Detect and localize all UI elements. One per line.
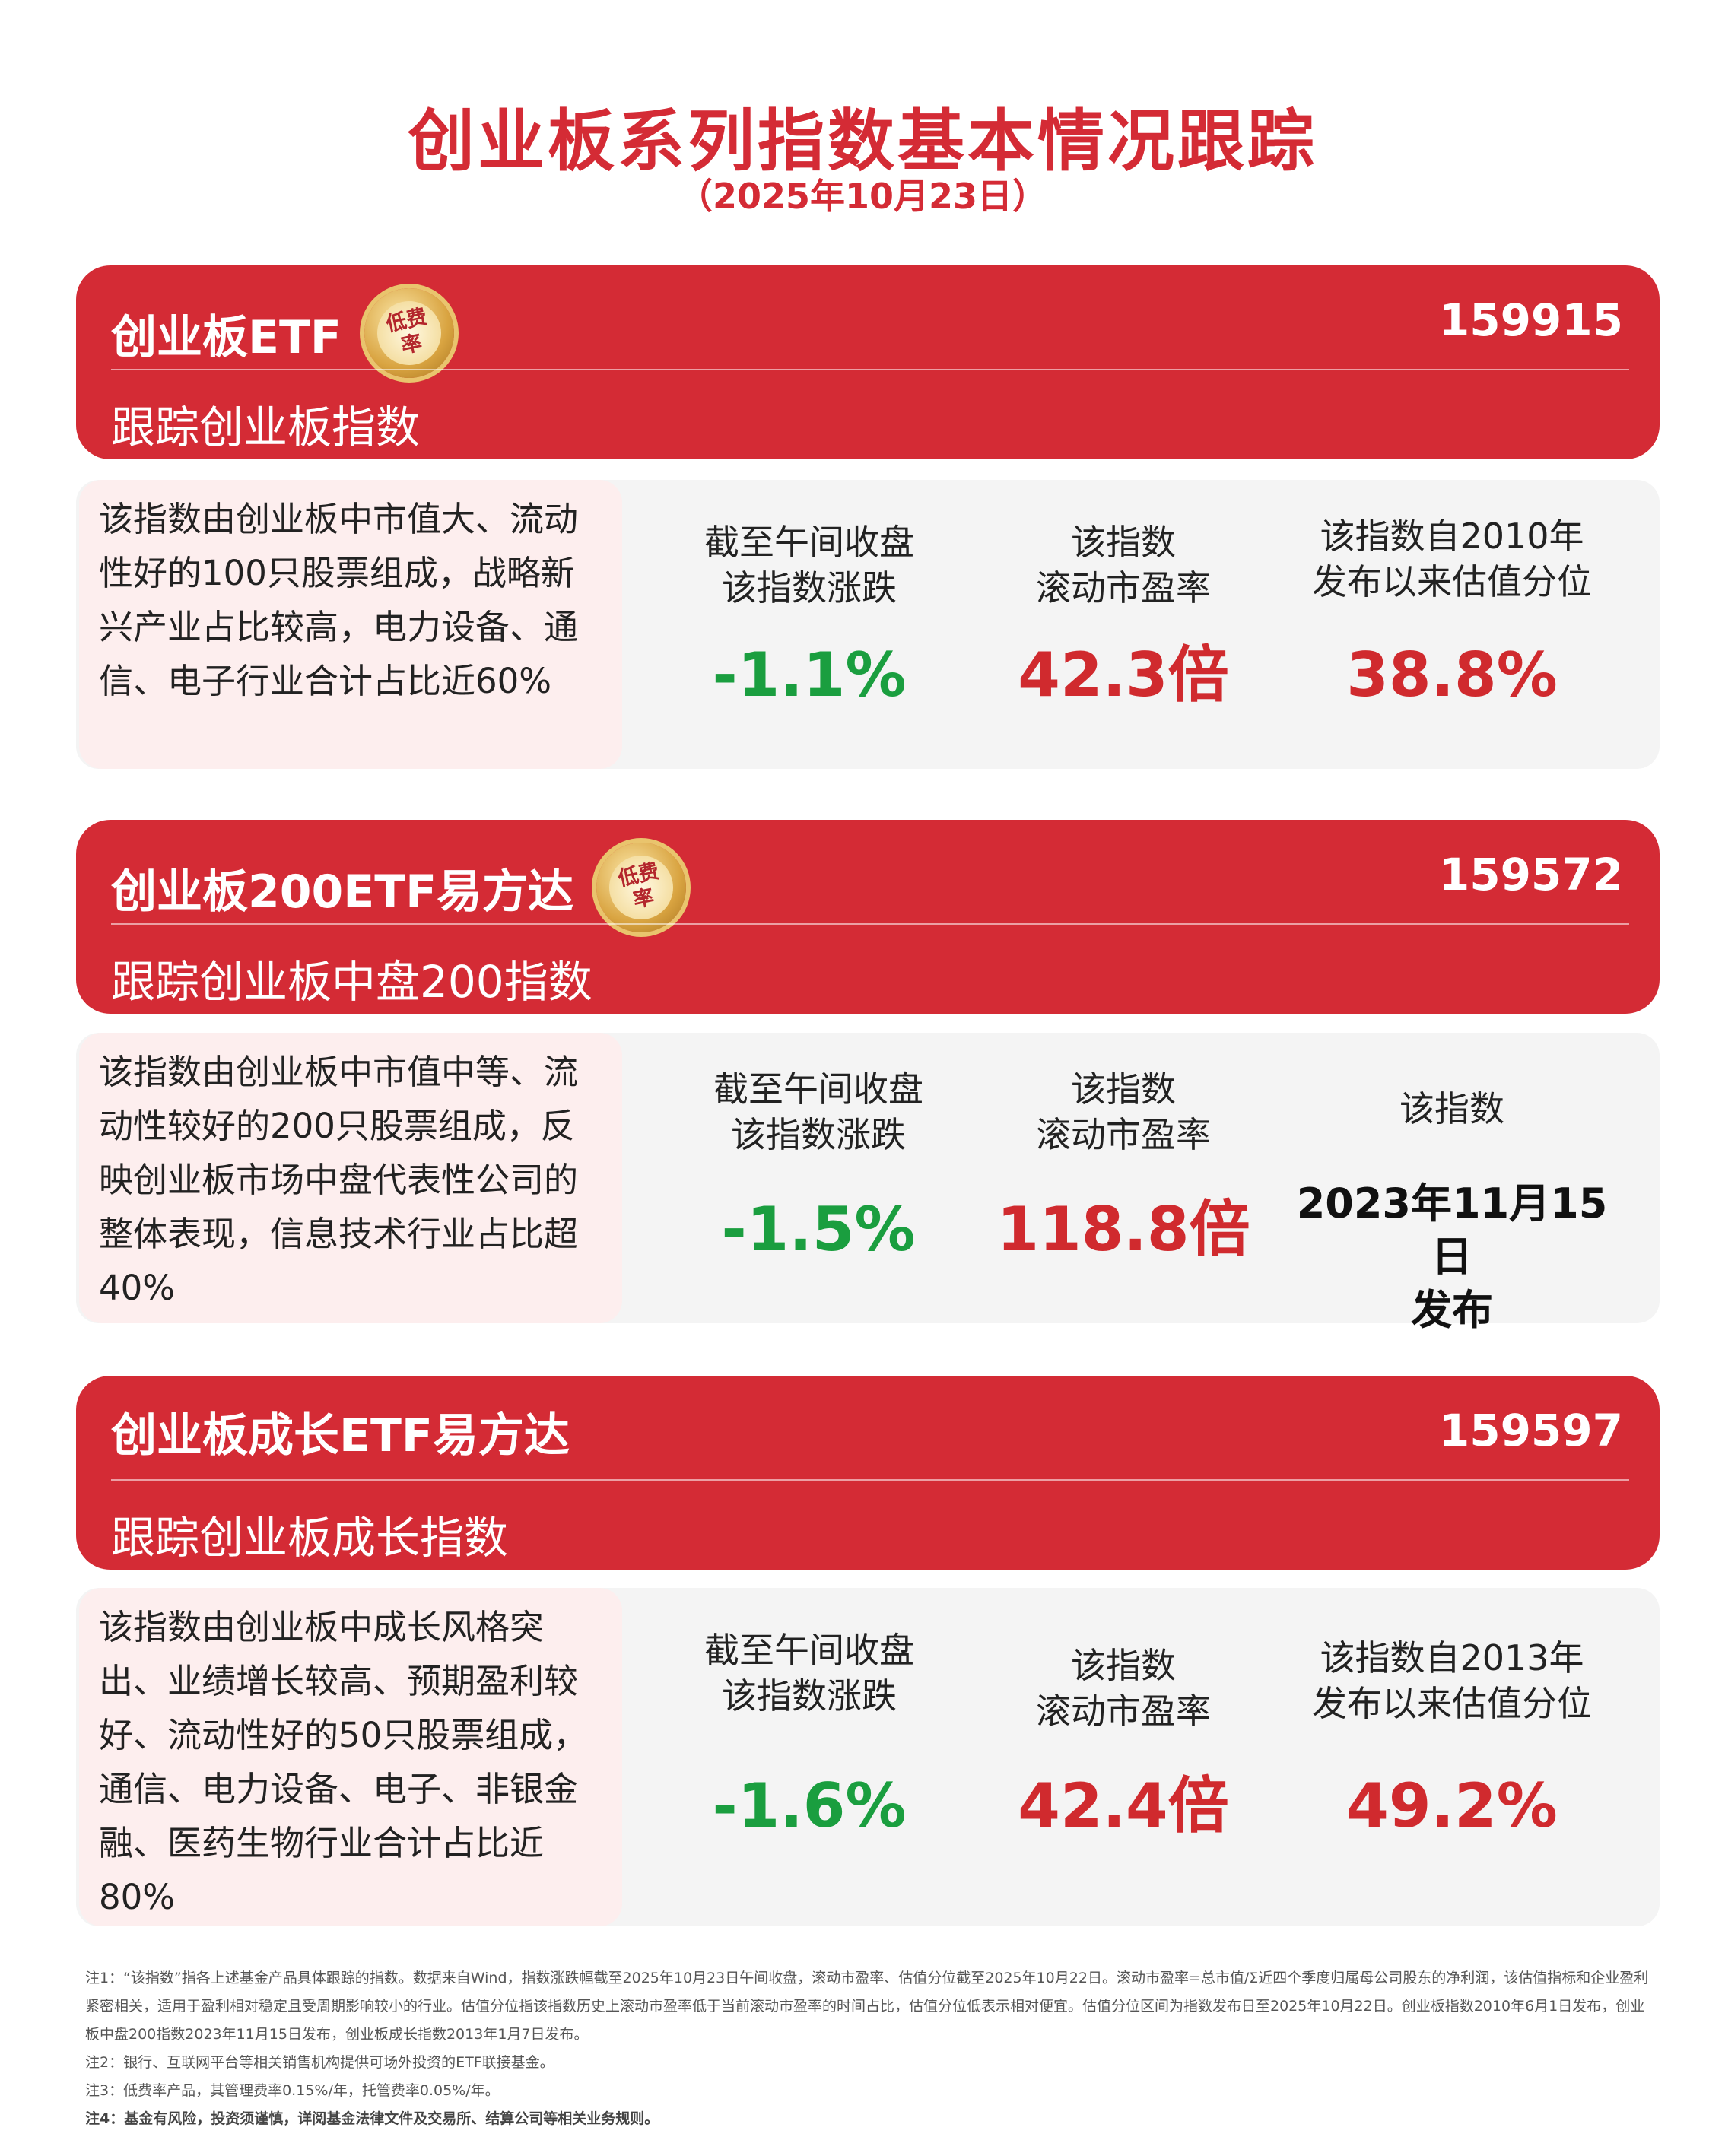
low-fee-badge-icon: 低费率 (364, 288, 454, 378)
valuation-percentile-value: 38.8% (1346, 640, 1558, 710)
divider (111, 923, 1629, 925)
fund-name: 创业板ETF (111, 310, 342, 364)
index-description: 该指数由创业板中市值大、流动性好的100只股票组成，战略新兴产业占比较高，电力设… (79, 480, 622, 769)
divider (111, 369, 1629, 370)
page-title: 创业板系列指数基本情况跟踪 (407, 102, 1317, 180)
launch-date: 2023年11月15日 发布 (1296, 1180, 1608, 1334)
fund-name: 创业板成长ETF易方达 (111, 1409, 570, 1462)
footnotes: 注1：“该指数”指各上述基金产品具体跟踪的指数。数据来自Wind，指数涨跌幅截至… (85, 1964, 1652, 2133)
pe-value: 42.4倍 (1018, 1770, 1229, 1841)
fund-code: 159597 (1438, 1405, 1623, 1456)
change-label: 截至午间收盘 该指数涨跌 (704, 522, 914, 608)
fund-name: 创业板200ETF易方达 (111, 865, 574, 919)
fund-card-header: 创业板ETF 低费率 159915 跟踪创业板指数 (76, 265, 1660, 459)
tracked-index: 跟踪创业板指数 (111, 402, 421, 453)
change-value: -1.5% (721, 1194, 916, 1265)
fund-code: 159915 (1438, 294, 1623, 346)
valuation-percentile-label: 该指数自2010年 发布以来估值分位 (1312, 516, 1592, 602)
pe-label: 该指数 滚动市盈率 (1036, 522, 1211, 608)
change-value: -1.6% (712, 1770, 907, 1841)
fund-card-body: 该指数由创业板中市值大、流动性好的100只股票组成，战略新兴产业占比较高，电力设… (76, 480, 1660, 769)
fund-card-header: 创业板200ETF易方达 低费率 159572 跟踪创业板中盘200指数 (76, 820, 1660, 1014)
footnote-3: 注3：低费率产品，其管理费率0.15%/年，托管费率0.05%/年。 (85, 2082, 500, 2099)
launch-label: 该指数 (1399, 1088, 1504, 1129)
footnote-1: 注1：“该指数”指各上述基金产品具体跟踪的指数。数据来自Wind，指数涨跌幅截至… (85, 1970, 1649, 2043)
valuation-percentile-value: 49.2% (1346, 1770, 1558, 1841)
tracked-index: 跟踪创业板成长指数 (111, 1512, 509, 1564)
fund-card-header: 创业板成长ETF易方达 159597 跟踪创业板成长指数 (76, 1376, 1660, 1570)
valuation-percentile-label: 该指数自2013年 发布以来估值分位 (1312, 1637, 1592, 1724)
index-description: 该指数由创业板中成长风格突出、业绩增长较高、预期盈利较好、流动性好的50只股票组… (79, 1588, 622, 1926)
pe-value: 42.3倍 (1018, 640, 1229, 710)
page-date: （2025年10月23日） (677, 176, 1048, 217)
index-description: 该指数由创业板中市值中等、流动性较好的200只股票组成，反映创业板市场中盘代表性… (79, 1033, 622, 1323)
fund-card-body: 该指数由创业板中市值中等、流动性较好的200只股票组成，反映创业板市场中盘代表性… (76, 1033, 1660, 1334)
tracked-index: 跟踪创业板中盘200指数 (111, 956, 592, 1008)
change-label: 截至午间收盘 该指数涨跌 (713, 1068, 923, 1155)
divider (111, 1479, 1629, 1481)
change-label: 截至午间收盘 该指数涨跌 (704, 1630, 914, 1716)
pe-label: 该指数 滚动市盈率 (1036, 1068, 1211, 1155)
change-value: -1.1% (712, 640, 907, 710)
footnote-2: 注2：银行、互联网平台等相关销售机构提供可场外投资的ETF联接基金。 (85, 2054, 554, 2071)
fund-code: 159572 (1438, 849, 1623, 900)
fund-card-body: 该指数由创业板中成长风格突出、业绩增长较高、预期盈利较好、流动性好的50只股票组… (76, 1588, 1660, 1926)
pe-label: 该指数 滚动市盈率 (1036, 1645, 1211, 1732)
footnote-4: 注4：基金有风险，投资须谨慎，详阅基金法律文件及交易所、结算公司等相关业务规则。 (85, 2110, 659, 2127)
low-fee-badge-icon: 低费率 (596, 843, 687, 932)
pe-value: 118.8倍 (996, 1194, 1250, 1265)
